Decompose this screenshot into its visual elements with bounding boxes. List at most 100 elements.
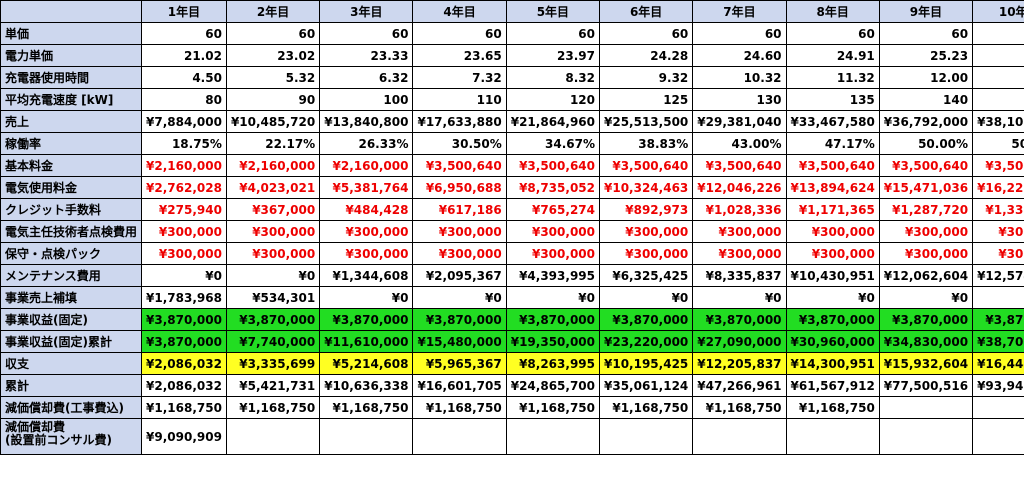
table-cell[interactable] — [878, 418, 974, 455]
table-cell[interactable]: ¥13,840,800 — [319, 110, 414, 133]
table-cell[interactable]: ¥36,792,000 — [878, 110, 974, 133]
table-cell[interactable]: 23.97 — [505, 44, 601, 67]
column-header-year-1[interactable]: 1年目 — [141, 0, 227, 23]
table-cell[interactable]: ¥3,870,000 — [141, 308, 227, 331]
table-cell[interactable]: 5.32 — [225, 66, 321, 89]
table-cell[interactable]: ¥10,324,463 — [598, 176, 694, 199]
table-cell[interactable] — [505, 418, 601, 455]
table-cell[interactable]: ¥12,574,845 — [972, 264, 1024, 287]
table-cell[interactable]: ¥4,393,995 — [505, 264, 601, 287]
table-cell[interactable]: ¥3,500,640 — [878, 154, 974, 177]
table-cell[interactable]: 145 — [972, 88, 1024, 111]
table-cell[interactable]: ¥300,000 — [692, 220, 787, 243]
table-cell[interactable]: ¥2,160,000 — [225, 154, 321, 177]
table-cell[interactable] — [412, 418, 507, 455]
table-cell[interactable]: ¥300,000 — [141, 242, 227, 265]
row-label[interactable]: 基本料金 — [0, 154, 143, 177]
row-label[interactable]: 稼働率 — [0, 132, 143, 155]
row-label[interactable]: 電気使用料金 — [0, 176, 143, 199]
table-cell[interactable]: ¥1,028,336 — [692, 198, 787, 221]
table-cell[interactable]: ¥5,214,608 — [319, 352, 414, 375]
table-cell[interactable]: ¥2,160,000 — [319, 154, 414, 177]
table-cell[interactable]: ¥1,171,365 — [785, 198, 880, 221]
table-cell[interactable]: ¥0 — [878, 286, 974, 309]
table-cell[interactable]: ¥23,220,000 — [598, 330, 694, 353]
row-label[interactable]: クレジット手数料 — [0, 198, 143, 221]
table-cell[interactable]: ¥1,168,750 — [692, 396, 787, 419]
header-corner-cell[interactable] — [0, 0, 143, 23]
table-cell[interactable] — [878, 396, 974, 419]
table-cell[interactable]: ¥10,195,425 — [598, 352, 694, 375]
table-cell[interactable]: ¥8,735,052 — [505, 176, 601, 199]
table-cell[interactable]: 60 — [878, 22, 974, 45]
table-cell[interactable]: 135 — [785, 88, 880, 111]
table-cell[interactable]: 24.91 — [785, 44, 880, 67]
table-cell[interactable]: ¥3,870,000 — [319, 308, 414, 331]
table-cell[interactable]: ¥3,335,699 — [225, 352, 321, 375]
table-cell[interactable]: ¥3,870,000 — [225, 308, 321, 331]
table-cell[interactable]: ¥617,186 — [412, 198, 507, 221]
row-label[interactable]: メンテナンス費用 — [0, 264, 143, 287]
table-cell[interactable]: 18.75% — [141, 132, 227, 155]
table-cell[interactable] — [785, 418, 880, 455]
table-cell[interactable]: ¥1,168,750 — [598, 396, 694, 419]
table-cell[interactable]: ¥3,500,640 — [412, 154, 507, 177]
table-cell[interactable]: ¥300,000 — [141, 220, 227, 243]
table-cell[interactable]: ¥2,086,032 — [141, 374, 227, 397]
table-cell[interactable]: ¥34,830,000 — [878, 330, 974, 353]
table-cell[interactable]: 7.32 — [412, 66, 507, 89]
table-cell[interactable]: ¥15,471,036 — [878, 176, 974, 199]
table-cell[interactable]: ¥3,500,640 — [785, 154, 880, 177]
table-cell[interactable]: ¥275,940 — [141, 198, 227, 221]
table-cell[interactable]: ¥47,266,961 — [692, 374, 787, 397]
column-header-year-9[interactable]: 9年目 — [878, 0, 974, 23]
table-cell[interactable]: ¥6,950,688 — [412, 176, 507, 199]
table-cell[interactable]: ¥6,325,425 — [598, 264, 694, 287]
table-cell[interactable]: ¥21,864,960 — [505, 110, 601, 133]
table-cell[interactable]: ¥1,168,750 — [141, 396, 227, 419]
table-cell[interactable]: ¥3,870,000 — [878, 308, 974, 331]
table-cell[interactable]: ¥2,160,000 — [141, 154, 227, 177]
table-cell[interactable]: 100 — [319, 88, 414, 111]
table-cell[interactable]: ¥2,762,028 — [141, 176, 227, 199]
row-label[interactable]: 平均充電速度 [kW] — [0, 88, 143, 111]
table-cell[interactable]: ¥5,421,731 — [225, 374, 321, 397]
table-cell[interactable]: ¥1,344,608 — [319, 264, 414, 287]
table-cell[interactable]: ¥765,274 — [505, 198, 601, 221]
table-cell[interactable]: ¥3,870,000 — [412, 308, 507, 331]
table-cell[interactable]: ¥61,567,912 — [785, 374, 880, 397]
table-cell[interactable]: 12.00 — [972, 66, 1024, 89]
table-cell[interactable]: 23.65 — [412, 44, 507, 67]
table-cell[interactable]: ¥4,023,021 — [225, 176, 321, 199]
table-cell[interactable]: ¥15,480,000 — [412, 330, 507, 353]
table-cell[interactable]: ¥12,046,226 — [692, 176, 787, 199]
table-cell[interactable] — [972, 418, 1024, 455]
table-cell[interactable]: ¥2,095,367 — [412, 264, 507, 287]
table-cell[interactable]: ¥17,633,880 — [412, 110, 507, 133]
table-cell[interactable]: ¥0 — [412, 286, 507, 309]
table-cell[interactable]: 12.00 — [878, 66, 974, 89]
table-cell[interactable]: ¥2,086,032 — [141, 352, 227, 375]
table-cell[interactable]: ¥892,973 — [598, 198, 694, 221]
table-cell[interactable]: ¥300,000 — [505, 242, 601, 265]
table-cell[interactable]: ¥300,000 — [598, 242, 694, 265]
table-cell[interactable]: ¥5,965,367 — [412, 352, 507, 375]
table-cell[interactable]: ¥9,090,909 — [141, 418, 227, 455]
table-cell[interactable]: 80 — [141, 88, 227, 111]
table-cell[interactable]: 10.32 — [692, 66, 787, 89]
table-cell[interactable]: 24.28 — [598, 44, 694, 67]
table-cell[interactable]: ¥13,894,624 — [785, 176, 880, 199]
table-cell[interactable]: ¥30,960,000 — [785, 330, 880, 353]
table-cell[interactable]: ¥3,870,000 — [141, 330, 227, 353]
table-cell[interactable]: ¥484,428 — [319, 198, 414, 221]
table-cell[interactable]: ¥1,783,968 — [141, 286, 227, 309]
table-cell[interactable]: 6.32 — [319, 66, 414, 89]
table-cell[interactable]: 8.32 — [505, 66, 601, 89]
table-cell[interactable]: ¥0 — [972, 286, 1024, 309]
table-cell[interactable]: ¥7,740,000 — [225, 330, 321, 353]
table-cell[interactable]: ¥367,000 — [225, 198, 321, 221]
table-cell[interactable]: ¥300,000 — [878, 242, 974, 265]
table-cell[interactable]: 125 — [598, 88, 694, 111]
table-cell[interactable]: ¥12,062,604 — [878, 264, 974, 287]
table-cell[interactable] — [692, 418, 787, 455]
